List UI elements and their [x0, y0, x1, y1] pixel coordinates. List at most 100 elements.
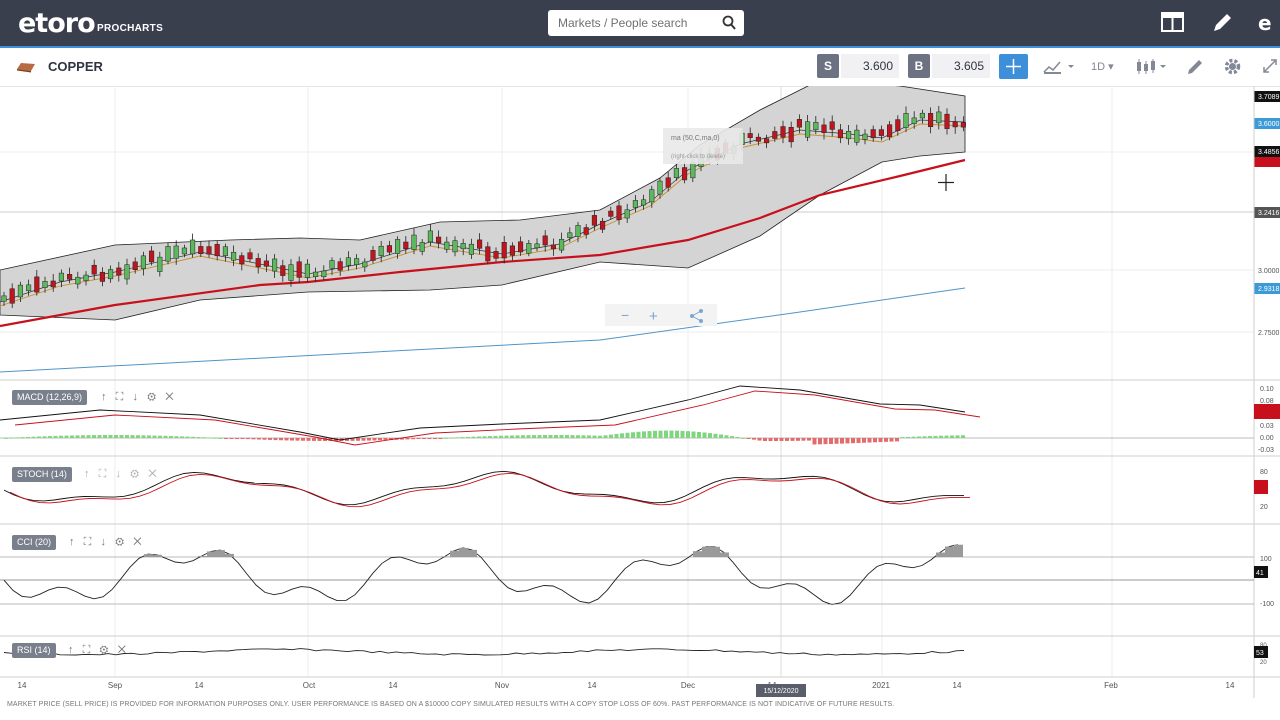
macd-bar	[576, 435, 580, 438]
rsi-tag-text: 53	[1256, 650, 1264, 657]
cci-controls[interactable]: ↑ ⛶ ↓ ⚙ ✕	[69, 536, 142, 549]
macd-bar	[92, 435, 96, 438]
close-icon[interactable]: ✕	[133, 536, 142, 548]
macd-bar	[312, 438, 316, 441]
share-icon[interactable]	[690, 309, 703, 323]
macd-bar	[543, 435, 547, 438]
macd-label[interactable]: MACD (12,26,9)	[12, 390, 88, 405]
etoro-logo[interactable]: etoro	[18, 8, 96, 39]
candle-body	[780, 126, 786, 138]
macd-bar	[867, 438, 872, 443]
rsi-controls[interactable]: ↑ ⛶ ⚙ ✕	[68, 644, 126, 657]
gear-icon[interactable]: ⚙	[115, 536, 125, 548]
candle-body	[354, 258, 360, 265]
gear-icon[interactable]: ⚙	[130, 468, 140, 480]
stoch-d-line	[9, 472, 970, 508]
buy-label[interactable]: B	[908, 54, 930, 78]
price-tag-ma50	[1254, 157, 1280, 167]
timeframe-select[interactable]: 1D ▾	[1091, 60, 1114, 73]
expand-icon[interactable]: ⛶	[98, 468, 107, 480]
macd-bar	[521, 435, 525, 438]
candle-body	[395, 239, 401, 254]
macd-bar	[587, 435, 591, 438]
macd-bar	[598, 435, 602, 438]
macd-bar	[488, 436, 492, 438]
candle-body	[796, 119, 802, 128]
sell-label[interactable]: S	[817, 54, 839, 78]
candle-body	[272, 258, 278, 272]
zoom-controls: − +	[605, 304, 717, 326]
close-icon[interactable]: ✕	[165, 391, 174, 403]
macd-controls[interactable]: ↑ ⛶ ↓ ⚙ ✕	[101, 391, 174, 404]
search-input[interactable]: Markets / People search	[548, 10, 744, 36]
search-icon[interactable]	[722, 15, 736, 31]
zoom-in-button[interactable]: +	[649, 308, 658, 325]
indicators-icon[interactable]	[1135, 59, 1169, 75]
macd-bar	[554, 435, 558, 438]
arrow-down-icon[interactable]: ↓	[132, 391, 139, 403]
gear-icon[interactable]: ⚙	[147, 391, 157, 403]
candle-body	[509, 245, 515, 256]
macd-bar	[697, 431, 701, 438]
macd-bar	[724, 435, 729, 438]
sell-price[interactable]: 3.600	[841, 54, 899, 78]
candle-body	[821, 124, 827, 133]
close-icon[interactable]: ✕	[117, 644, 127, 656]
candle-body	[370, 250, 376, 261]
arrow-down-icon[interactable]: ↓	[100, 536, 107, 548]
close-icon[interactable]: ✕	[148, 468, 157, 480]
arrow-up-icon[interactable]: ↑	[69, 536, 75, 548]
cci-label[interactable]: CCI (20)	[12, 535, 57, 550]
macd-bar	[614, 433, 619, 438]
cci-panel	[0, 544, 1254, 606]
layout-icon[interactable]	[1161, 11, 1184, 33]
buy-price[interactable]: 3.605	[932, 54, 990, 78]
arrow-up-icon[interactable]: ↑	[84, 468, 90, 480]
macd-bar	[686, 431, 690, 438]
crosshair-button[interactable]	[999, 54, 1028, 79]
edit-icon[interactable]	[1210, 11, 1234, 35]
disclaimer: MARKET PRICE (SELL PRICE) IS PROVIDED FO…	[7, 701, 895, 708]
price-chart[interactable]: ma (50,C,ma,0) (right-click to delete) −…	[0, 86, 1280, 698]
fullscreen-icon[interactable]	[1262, 58, 1278, 74]
macd-bar	[763, 438, 767, 441]
expand-icon[interactable]: ⛶	[115, 391, 124, 403]
cci-axis: 100 41 -100	[1254, 556, 1274, 608]
macd-bar	[829, 438, 833, 444]
macd-bar	[416, 438, 421, 439]
macd-bar	[422, 438, 426, 439]
macd-bar	[411, 438, 415, 440]
arrow-up-icon[interactable]: ↑	[68, 644, 74, 656]
candle-body	[518, 241, 524, 253]
expand-icon[interactable]: ⛶	[82, 644, 91, 656]
expand-icon[interactable]: ⛶	[83, 536, 92, 548]
gear-icon[interactable]: ⚙	[99, 644, 109, 656]
rsi-label[interactable]: RSI (14)	[12, 643, 56, 658]
macd-bar	[378, 438, 382, 441]
drawing-tool-icon[interactable]	[1186, 58, 1204, 76]
macd-bar	[796, 438, 800, 441]
macd-bar	[856, 438, 861, 443]
candle-body	[501, 242, 507, 259]
chart-type-icon[interactable]	[1043, 59, 1077, 75]
stoch-label[interactable]: STOCH (14)	[12, 467, 72, 482]
candle-body	[222, 246, 228, 256]
macd-bar	[196, 437, 201, 439]
etoro-small-icon[interactable]: e	[1258, 12, 1280, 34]
macd-bar	[284, 438, 289, 441]
price-tag-current	[1254, 118, 1280, 129]
arrow-down-icon[interactable]: ↓	[115, 468, 122, 480]
candle-body	[591, 215, 597, 226]
gear-icon[interactable]	[1223, 57, 1242, 76]
macd-bar	[224, 438, 228, 439]
zoom-out-button[interactable]: −	[621, 307, 629, 323]
macd-bar	[807, 438, 811, 441]
cci-tick: -100	[1260, 601, 1274, 608]
candle-body	[870, 129, 876, 139]
macd-bar	[658, 430, 663, 438]
arrow-up-icon[interactable]: ↑	[101, 391, 107, 403]
candle-body	[583, 227, 589, 235]
macd-bar	[768, 438, 773, 441]
stoch-controls[interactable]: ↑ ⛶ ↓ ⚙ ✕	[84, 468, 157, 481]
cci-overbought-fill	[945, 546, 954, 557]
